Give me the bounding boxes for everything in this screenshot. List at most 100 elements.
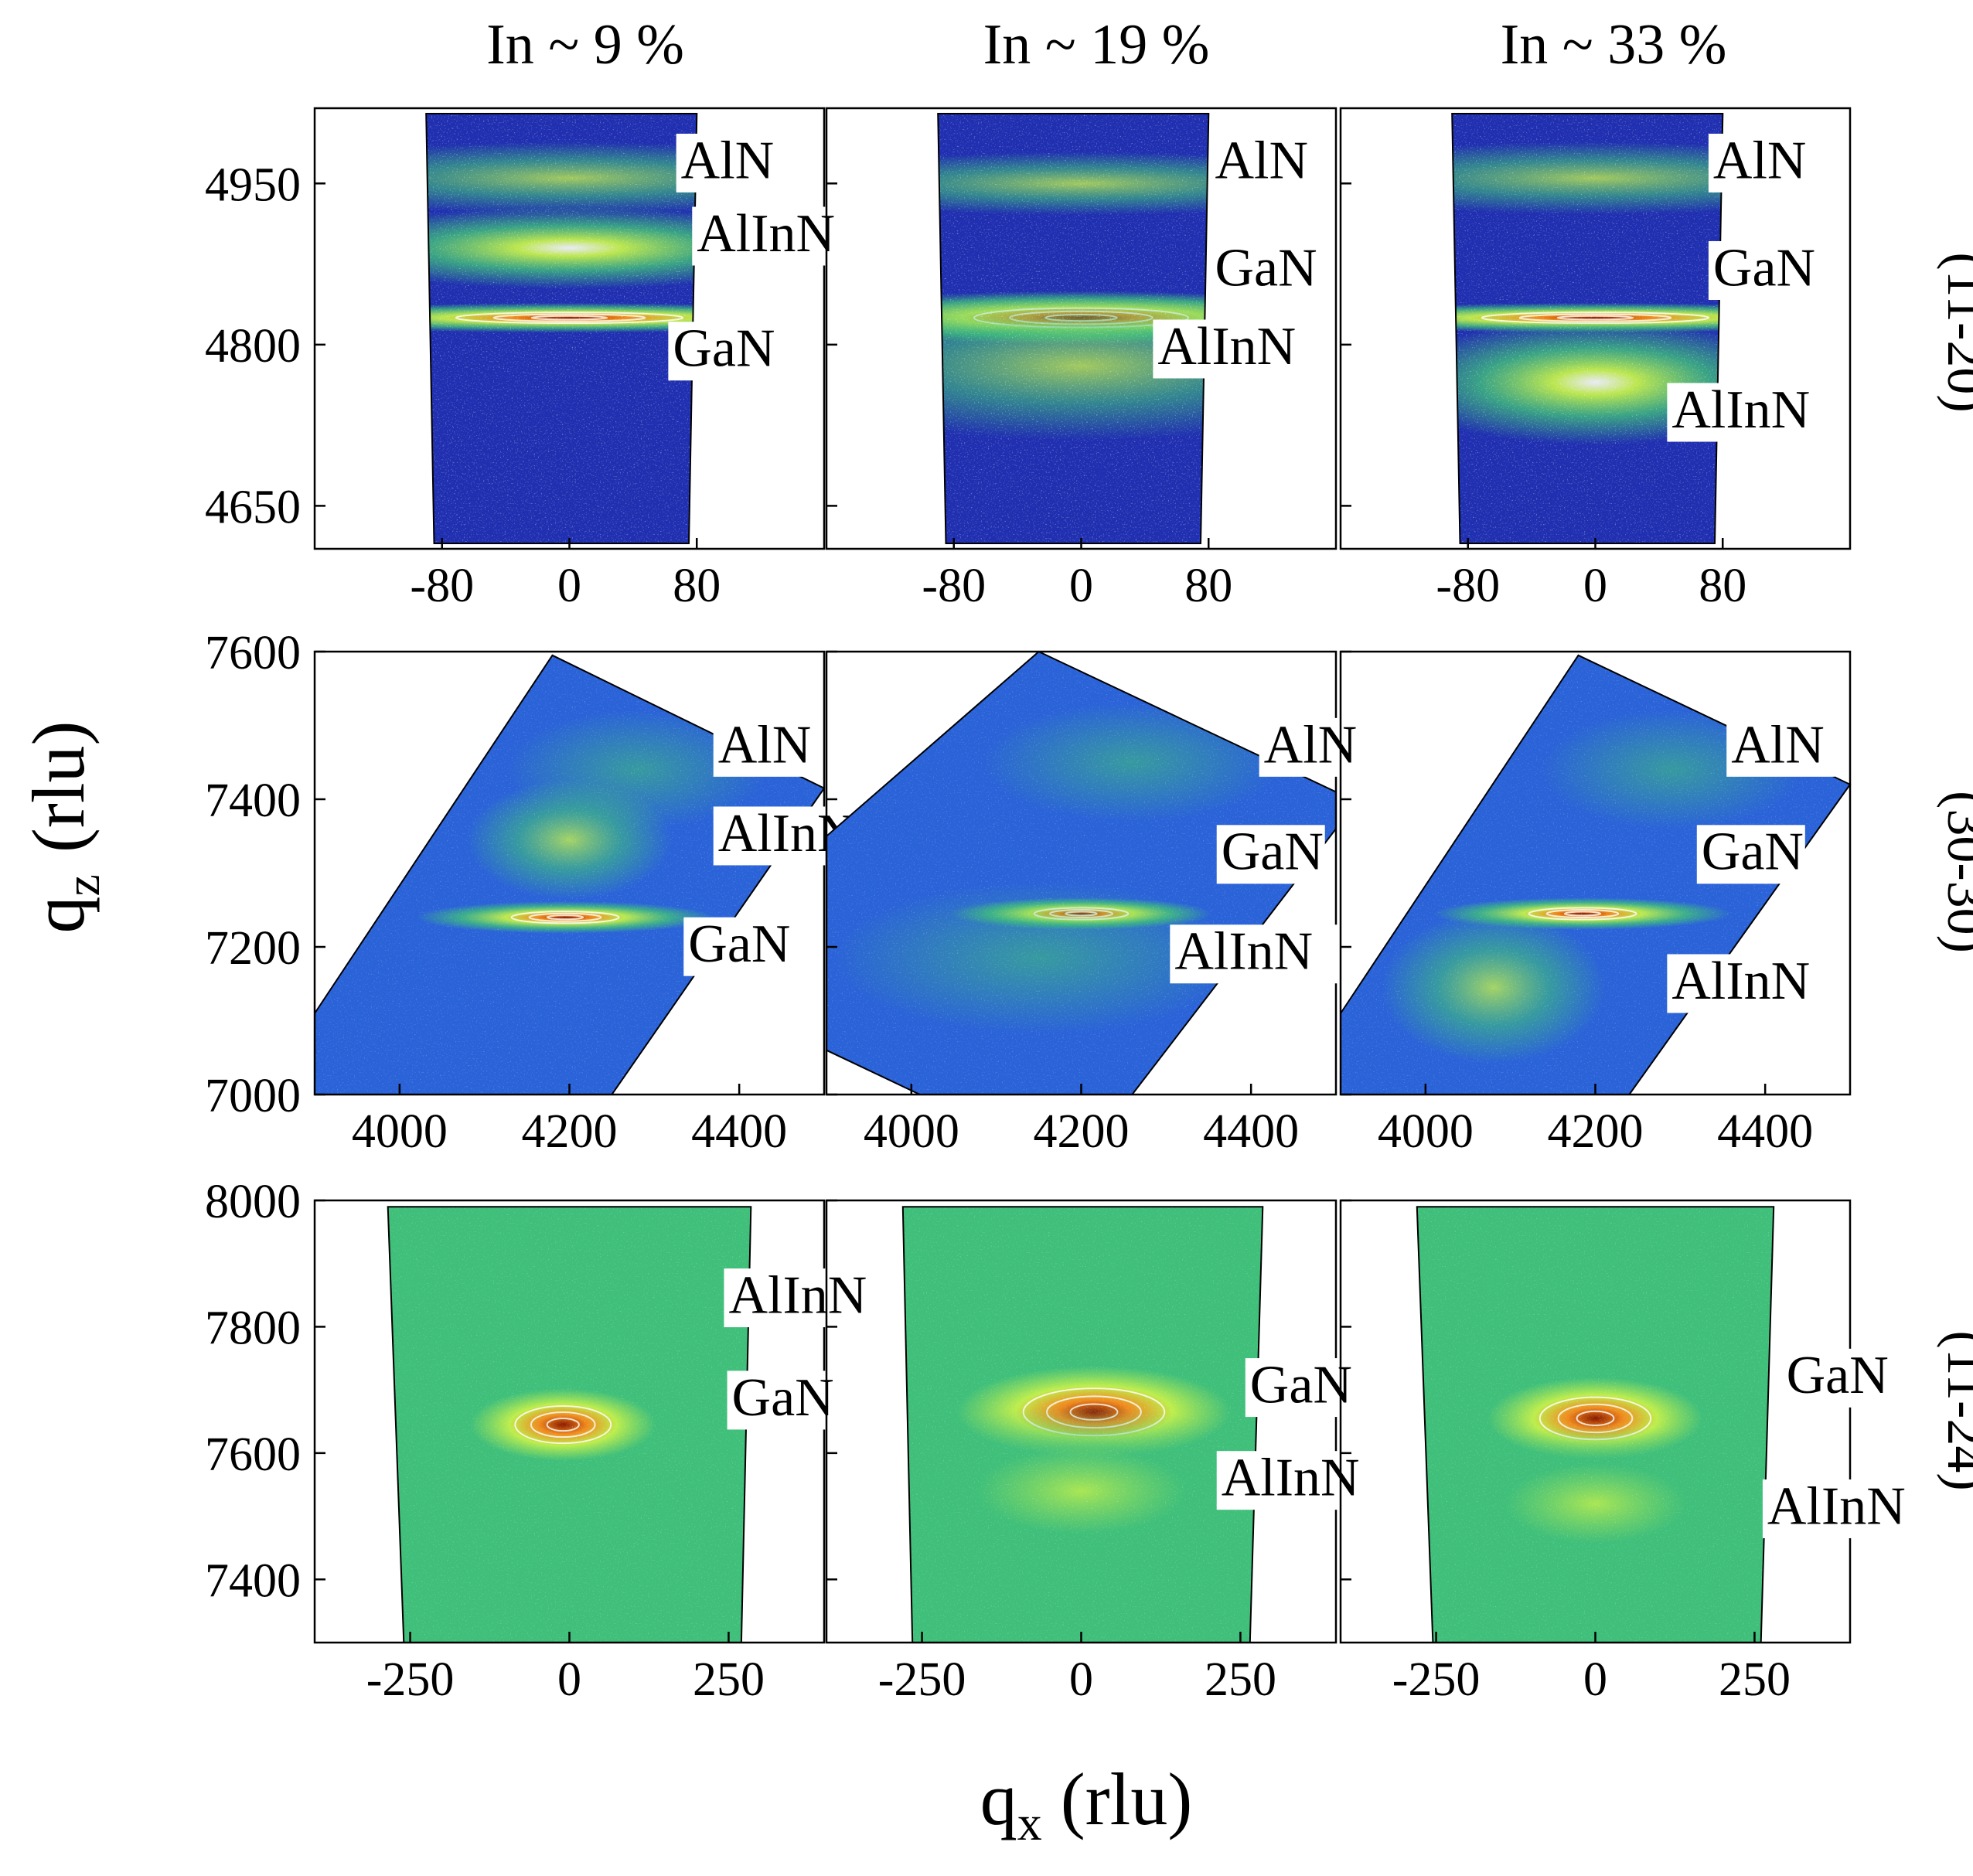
peak-label-text: AlInN xyxy=(697,204,835,264)
peak-label-text: AlN xyxy=(1264,715,1358,775)
x-tick-label: 4200 xyxy=(522,1105,618,1158)
peak-label-text: AlInN xyxy=(1671,380,1810,440)
peak-label-alinn: AlInN xyxy=(724,1265,898,1328)
panel-1-3: -80 0 80 AlN GaN AlInN xyxy=(1339,107,1852,612)
peak-label-bg xyxy=(727,1370,836,1430)
x-tick-label: 0 xyxy=(557,1653,581,1706)
x-axis-label: qx (rlu) xyxy=(980,1758,1193,1850)
x-tick-label: 0 xyxy=(1069,1653,1093,1706)
peak-label-bg xyxy=(724,1268,898,1328)
y-axis-label: qz (rlu) xyxy=(17,721,110,934)
peak-label-bg xyxy=(1708,133,1817,192)
peak-label-alinn: AlInN xyxy=(1667,952,1841,1013)
peak-label-bg xyxy=(1210,133,1319,192)
measurement-footprint xyxy=(902,1207,1263,1643)
peak-label-bg xyxy=(1762,1479,1936,1538)
peak-label-text: AlInN xyxy=(1767,1476,1906,1536)
peak-label-text: AlN xyxy=(718,715,812,775)
y-tick-label: 7000 xyxy=(205,1070,301,1122)
y-label-sub: z xyxy=(55,874,110,896)
peak-label-text: GaN xyxy=(673,319,775,379)
panels-grid: -80 0 80 4650 4800 4950 AlN AlInN GaN -80 0 80 AlN Ga… xyxy=(205,107,1936,1706)
column-title-1: In ~ 9 % xyxy=(486,13,684,77)
peak-label-bg xyxy=(1708,240,1817,300)
peak-label-text: AlN xyxy=(681,131,775,190)
peak-label-aln: AlN xyxy=(1708,131,1817,192)
x-tick-label: -250 xyxy=(1392,1653,1481,1706)
noise-texture xyxy=(1452,114,1723,543)
peak-label-alinn: AlInN xyxy=(1762,1476,1936,1538)
y-tick-label: 7400 xyxy=(205,775,301,827)
peak-label-text: GaN xyxy=(1787,1346,1889,1405)
x-tick-label: 4000 xyxy=(352,1105,448,1158)
panel-2-3: 4000 4200 4400 AlN GaN AlInN xyxy=(1339,650,1852,1158)
x-tick-label: -80 xyxy=(410,560,474,612)
peak-label-gan: GaN xyxy=(1210,238,1319,300)
peak-label-gan: GaN xyxy=(1216,822,1325,884)
peak-label-aln: AlN xyxy=(676,131,785,192)
peak-label-gan: GaN xyxy=(727,1368,836,1430)
peak-label-text: AlN xyxy=(1731,715,1825,775)
noise-texture xyxy=(387,1207,751,1643)
peak-label-bg xyxy=(1726,717,1835,777)
peak-label-text: AlInN xyxy=(728,1265,867,1325)
x-tick-label: 80 xyxy=(1184,560,1232,612)
peak-label-text: AlN xyxy=(1713,131,1807,190)
peak-label-text: AlInN xyxy=(1174,922,1313,982)
measurement-footprint xyxy=(1452,114,1723,543)
x-tick-label: -250 xyxy=(878,1653,966,1706)
y-tick-label: 4950 xyxy=(205,158,301,211)
footprint-edge xyxy=(937,113,1210,544)
svg-text:qx(rlu): qx (rlu) xyxy=(980,1758,1193,1850)
peak-label-bg xyxy=(668,322,777,381)
x-tick-label: 4000 xyxy=(1378,1105,1474,1158)
x-tick-label: 80 xyxy=(673,560,721,612)
peak-label-gan: GaN xyxy=(668,319,777,381)
measurement-footprint xyxy=(426,114,697,543)
x-tick-label: 80 xyxy=(1699,560,1746,612)
peak-label-bg xyxy=(1667,383,1841,442)
noise-texture xyxy=(902,1207,1263,1643)
svg-text:qz(rlu): qz (rlu) xyxy=(17,721,110,934)
x-tick-label: -250 xyxy=(366,1653,455,1706)
column-title-3: In ~ 33 % xyxy=(1501,13,1727,77)
peak-label-alinn: AlInN xyxy=(1667,380,1841,442)
footprint-edge xyxy=(1451,113,1724,544)
peak-label-alinn: AlInN xyxy=(1170,922,1344,984)
peak-label-bg xyxy=(1210,240,1319,300)
measurement-footprint xyxy=(387,1207,751,1643)
peak-label-aln: AlN xyxy=(713,715,822,777)
x-label-unit: (rlu) xyxy=(1061,1758,1193,1840)
peak-label-bg xyxy=(1667,954,1841,1013)
x-tick-label: 4200 xyxy=(1548,1105,1644,1158)
y-label-q: q xyxy=(17,896,100,933)
y-tick-label: 4800 xyxy=(205,320,301,373)
y-tick-label: 4650 xyxy=(205,481,301,533)
x-tick-label: 0 xyxy=(1583,1653,1607,1706)
panel-1-1: -80 0 80 4650 4800 4950 AlN AlInN GaN xyxy=(205,107,866,612)
peak-label-bg xyxy=(1216,1451,1390,1510)
row-label-11-24: (11-24) xyxy=(1936,1330,1973,1490)
y-tick-label: 7400 xyxy=(205,1554,301,1607)
peak-label-text: GaN xyxy=(732,1368,834,1428)
x-tick-label: 4400 xyxy=(1203,1105,1299,1158)
measurement-footprint xyxy=(938,114,1209,543)
x-tick-label: 4200 xyxy=(1034,1105,1130,1158)
row-label-30-30: (30-30) xyxy=(1936,791,1973,953)
peak-label-bg xyxy=(683,917,792,976)
peak-label-bg xyxy=(1153,319,1327,379)
x-tick-label: 250 xyxy=(1719,1653,1791,1706)
panel-1-2: -80 0 80 AlN GaN AlInN xyxy=(825,107,1337,612)
peak-label-aln: AlN xyxy=(1259,715,1368,777)
peak-label-gan: GaN xyxy=(1708,238,1817,300)
peak-label-text: GaN xyxy=(688,914,790,974)
x-tick-label: 0 xyxy=(557,560,581,612)
x-tick-label: 0 xyxy=(1069,560,1093,612)
panel-2-2: 4000 4200 4400 AlN GaN AlInN xyxy=(825,650,1368,1158)
peak-label-text: GaN xyxy=(1713,238,1815,298)
footprint-edge xyxy=(425,113,698,544)
panel-3-3: -250 0 250 GaN AlInN xyxy=(1339,1199,1936,1706)
peak-label-bg xyxy=(692,206,866,266)
